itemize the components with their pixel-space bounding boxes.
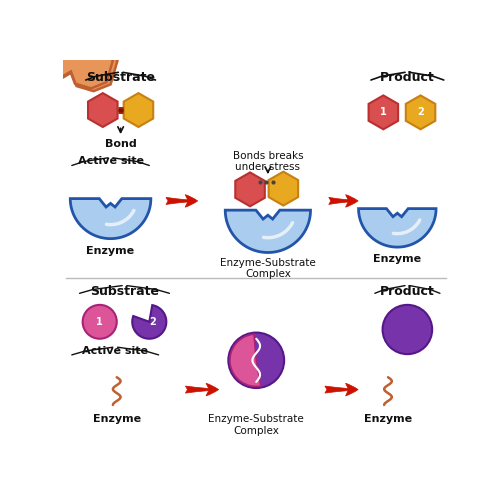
Text: Bonds breaks
under stress: Bonds breaks under stress: [232, 151, 303, 172]
Polygon shape: [358, 208, 436, 247]
Text: Product: Product: [380, 285, 435, 298]
Polygon shape: [14, 38, 113, 88]
Text: Enzyme: Enzyme: [86, 246, 134, 256]
Text: 2: 2: [417, 108, 424, 118]
Text: Bond: Bond: [105, 140, 136, 149]
Polygon shape: [88, 93, 118, 127]
Text: Substrate: Substrate: [90, 285, 159, 298]
Polygon shape: [8, 35, 117, 91]
Wedge shape: [132, 305, 166, 338]
Text: Active site: Active site: [78, 156, 144, 166]
Text: Product: Product: [380, 71, 435, 84]
Text: Substrate: Substrate: [86, 71, 155, 84]
Text: 2: 2: [149, 317, 156, 327]
Polygon shape: [236, 172, 265, 206]
Text: 1: 1: [96, 317, 103, 327]
Text: Enzyme: Enzyme: [373, 254, 422, 264]
Polygon shape: [225, 210, 310, 252]
Text: Enzyme-Substrate
Complex: Enzyme-Substrate Complex: [208, 414, 304, 436]
Circle shape: [82, 305, 117, 338]
Text: Enzyme: Enzyme: [92, 414, 141, 424]
Polygon shape: [406, 96, 436, 130]
Text: 1: 1: [380, 108, 386, 118]
Polygon shape: [70, 198, 151, 238]
Polygon shape: [368, 96, 398, 130]
Polygon shape: [268, 172, 298, 205]
Text: Active site: Active site: [82, 346, 148, 356]
Circle shape: [228, 332, 284, 388]
Polygon shape: [124, 93, 153, 127]
Wedge shape: [230, 334, 261, 386]
Text: Enzyme-Substrate
Complex: Enzyme-Substrate Complex: [220, 258, 316, 280]
Polygon shape: [13, 38, 112, 88]
Text: Enzyme: Enzyme: [364, 414, 412, 424]
Circle shape: [382, 305, 432, 354]
